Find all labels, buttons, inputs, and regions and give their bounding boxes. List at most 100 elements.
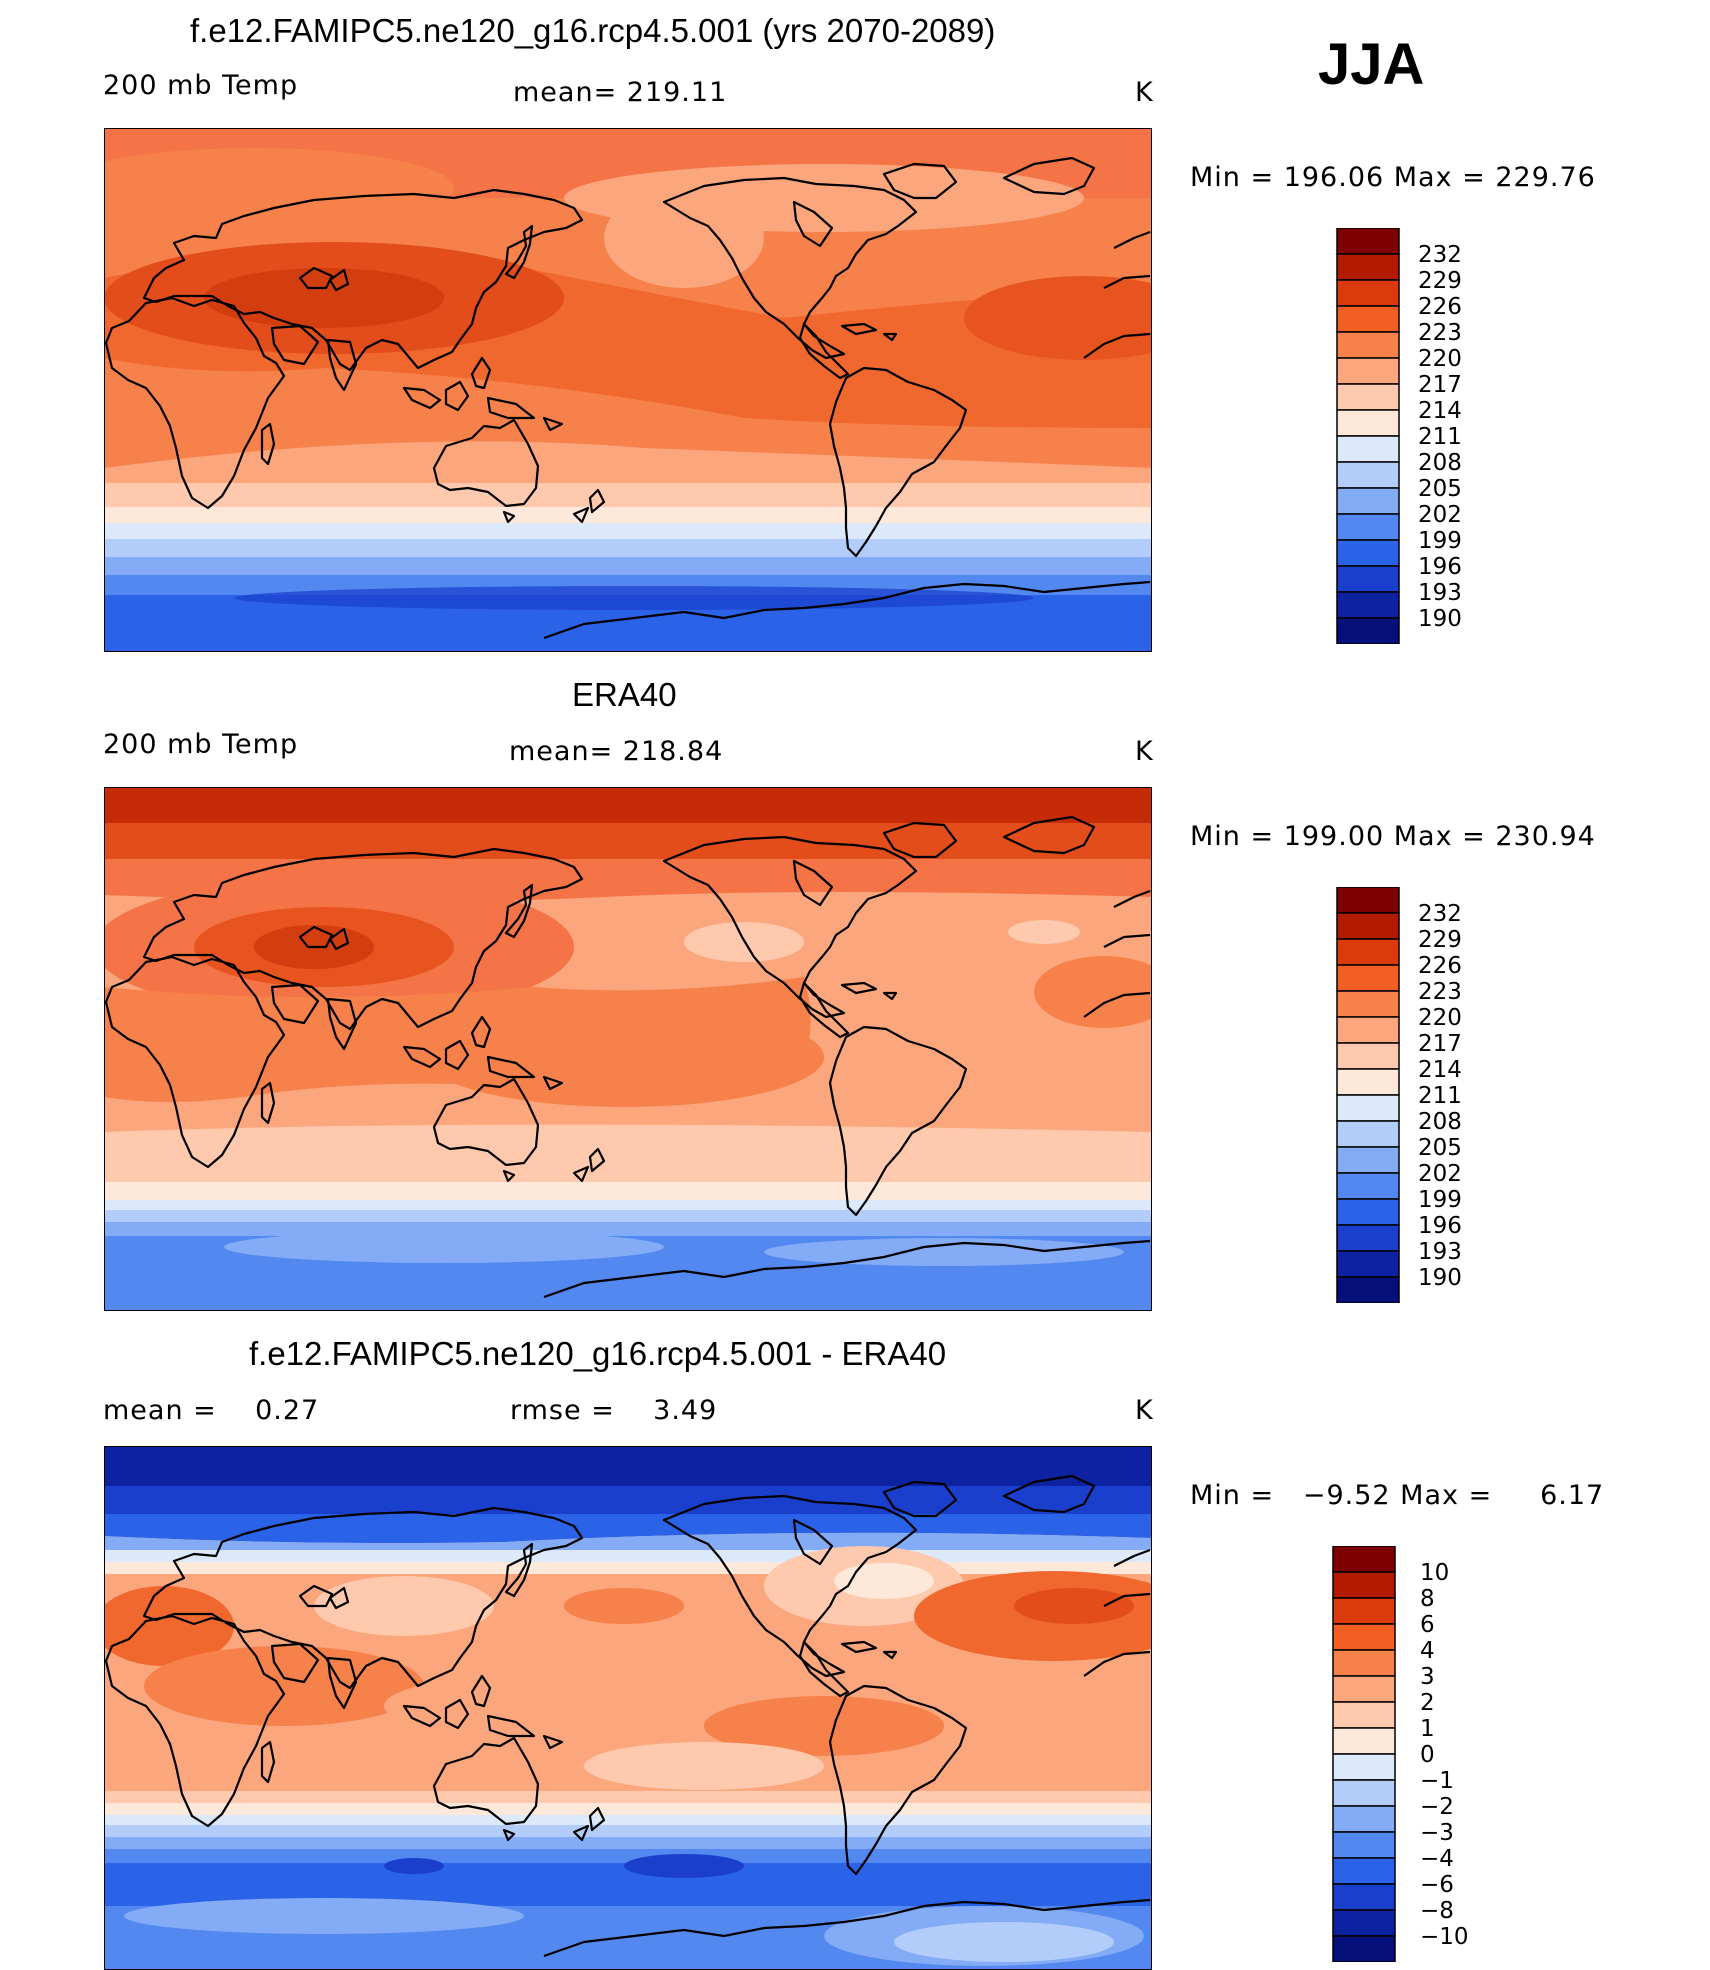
colorbar-swatch — [1336, 1120, 1400, 1148]
colorbar-swatch — [1332, 1935, 1396, 1962]
colorbar-swatch — [1332, 1649, 1396, 1677]
colorbar-swatch — [1332, 1805, 1396, 1833]
cb1-label: 211 — [1418, 424, 1462, 450]
colorbar-swatch — [1336, 1224, 1400, 1252]
colorbar-swatch — [1332, 1571, 1396, 1599]
colorbar-swatch — [1336, 964, 1400, 992]
cb2-label: 211 — [1418, 1083, 1462, 1109]
colorbar-swatch — [1332, 1909, 1396, 1937]
colorbar-swatch — [1336, 513, 1400, 541]
cb3-label: 3 — [1420, 1664, 1435, 1690]
cb1-label: 202 — [1418, 502, 1462, 528]
cb2-label: 190 — [1418, 1265, 1462, 1291]
cb3-label: −10 — [1420, 1924, 1469, 1950]
cb2-label: 220 — [1418, 1005, 1462, 1031]
panel-3-units: K — [1135, 1395, 1154, 1426]
panel-3-mean-label: mean = 0.27 — [103, 1395, 320, 1426]
cb3-label: −3 — [1420, 1820, 1454, 1846]
colorbar-swatch — [1336, 1198, 1400, 1226]
cb2-label: 217 — [1418, 1031, 1462, 1057]
cb1-label: 217 — [1418, 372, 1462, 398]
panel-2-units: K — [1135, 736, 1154, 767]
panel-2-map — [104, 787, 1152, 1311]
cb1-label: 190 — [1418, 606, 1462, 632]
colorbar-swatch — [1336, 305, 1400, 333]
cb1-label: 193 — [1418, 580, 1462, 606]
colorbar-swatch — [1336, 1250, 1400, 1278]
colorbar-swatch — [1336, 253, 1400, 281]
colorbar-swatch — [1336, 331, 1400, 359]
season-label: JJA — [1318, 32, 1425, 97]
cb3-label: −6 — [1420, 1872, 1454, 1898]
colorbar-swatch — [1332, 1727, 1396, 1755]
cb3-label: −1 — [1420, 1768, 1454, 1794]
cb3-label: −4 — [1420, 1846, 1454, 1872]
colorbar-swatch — [1332, 1753, 1396, 1781]
panel-3-minmax: Min = −9.52 Max = 6.17 — [1190, 1480, 1605, 1511]
cb1-label: 199 — [1418, 528, 1462, 554]
colorbar-swatch — [1336, 357, 1400, 385]
cb1-label: 223 — [1418, 320, 1462, 346]
panel-3-title: f.e12.FAMIPC5.ne120_g16.rcp4.5.001 - ERA… — [249, 1335, 947, 1372]
cb3-label: 4 — [1420, 1638, 1435, 1664]
cb1-label: 229 — [1418, 268, 1462, 294]
panel-3-map — [104, 1446, 1152, 1970]
colorbar-swatch — [1336, 228, 1400, 255]
colorbar-swatch — [1332, 1701, 1396, 1729]
colorbar-swatch — [1332, 1779, 1396, 1807]
cb1-label: 232 — [1418, 242, 1462, 268]
colorbar-swatch — [1336, 565, 1400, 593]
cb1-label: 196 — [1418, 554, 1462, 580]
colorbar-swatch — [1336, 539, 1400, 567]
panel-1-colorbar — [1336, 228, 1400, 644]
cb3-label: 0 — [1420, 1742, 1435, 1768]
colorbar-swatch — [1336, 938, 1400, 966]
colorbar-swatch — [1336, 461, 1400, 489]
colorbar-swatch — [1336, 435, 1400, 463]
colorbar-swatch — [1336, 617, 1400, 644]
colorbar-swatch — [1336, 1276, 1400, 1303]
colorbar-swatch — [1336, 487, 1400, 515]
cb2-label: 208 — [1418, 1109, 1462, 1135]
cb1-label: 214 — [1418, 398, 1462, 424]
colorbar-swatch — [1332, 1831, 1396, 1859]
cb2-label: 232 — [1418, 901, 1462, 927]
colorbar-swatch — [1332, 1597, 1396, 1625]
cb2-label: 223 — [1418, 979, 1462, 1005]
cb3-label: 10 — [1420, 1560, 1450, 1586]
cb1-label: 226 — [1418, 294, 1462, 320]
colorbar-swatch — [1336, 1146, 1400, 1174]
colorbar-swatch — [1336, 1068, 1400, 1096]
colorbar-swatch — [1336, 279, 1400, 307]
colorbar-swatch — [1332, 1623, 1396, 1651]
panel-1-title: f.e12.FAMIPC5.ne120_g16.rcp4.5.001 (yrs … — [190, 12, 996, 49]
cb1-label: 205 — [1418, 476, 1462, 502]
cb3-label: 8 — [1420, 1586, 1435, 1612]
colorbar-swatch — [1336, 1042, 1400, 1070]
panel-1-variable-label: 200 mb Temp — [103, 70, 299, 101]
colorbar-swatch — [1332, 1883, 1396, 1911]
panel-2-colorbar — [1336, 887, 1400, 1303]
panel-2-mean-label: mean= 218.84 — [509, 736, 724, 767]
colorbar-swatch — [1336, 383, 1400, 411]
cb1-label: 220 — [1418, 346, 1462, 372]
colorbar-swatch — [1332, 1675, 1396, 1703]
colorbar-swatch — [1336, 1016, 1400, 1044]
colorbar-swatch — [1336, 591, 1400, 619]
panel-2-minmax: Min = 199.00 Max = 230.94 — [1190, 821, 1596, 852]
panel-2-variable-label: 200 mb Temp — [103, 729, 299, 760]
colorbar-swatch — [1336, 912, 1400, 940]
panel-1-mean-label: mean= 219.11 — [513, 77, 728, 108]
colorbar-swatch — [1336, 409, 1400, 437]
panel-3-rmse-label: rmse = 3.49 — [510, 1395, 718, 1426]
cb1-label: 208 — [1418, 450, 1462, 476]
colorbar-swatch — [1332, 1857, 1396, 1885]
colorbar-swatch — [1336, 1094, 1400, 1122]
cb2-label: 199 — [1418, 1187, 1462, 1213]
cb2-label: 205 — [1418, 1135, 1462, 1161]
cb2-label: 226 — [1418, 953, 1462, 979]
colorbar-swatch — [1336, 1172, 1400, 1200]
cb2-label: 202 — [1418, 1161, 1462, 1187]
panel-3-colorbar — [1332, 1546, 1396, 1962]
panel-1-map — [104, 128, 1152, 652]
